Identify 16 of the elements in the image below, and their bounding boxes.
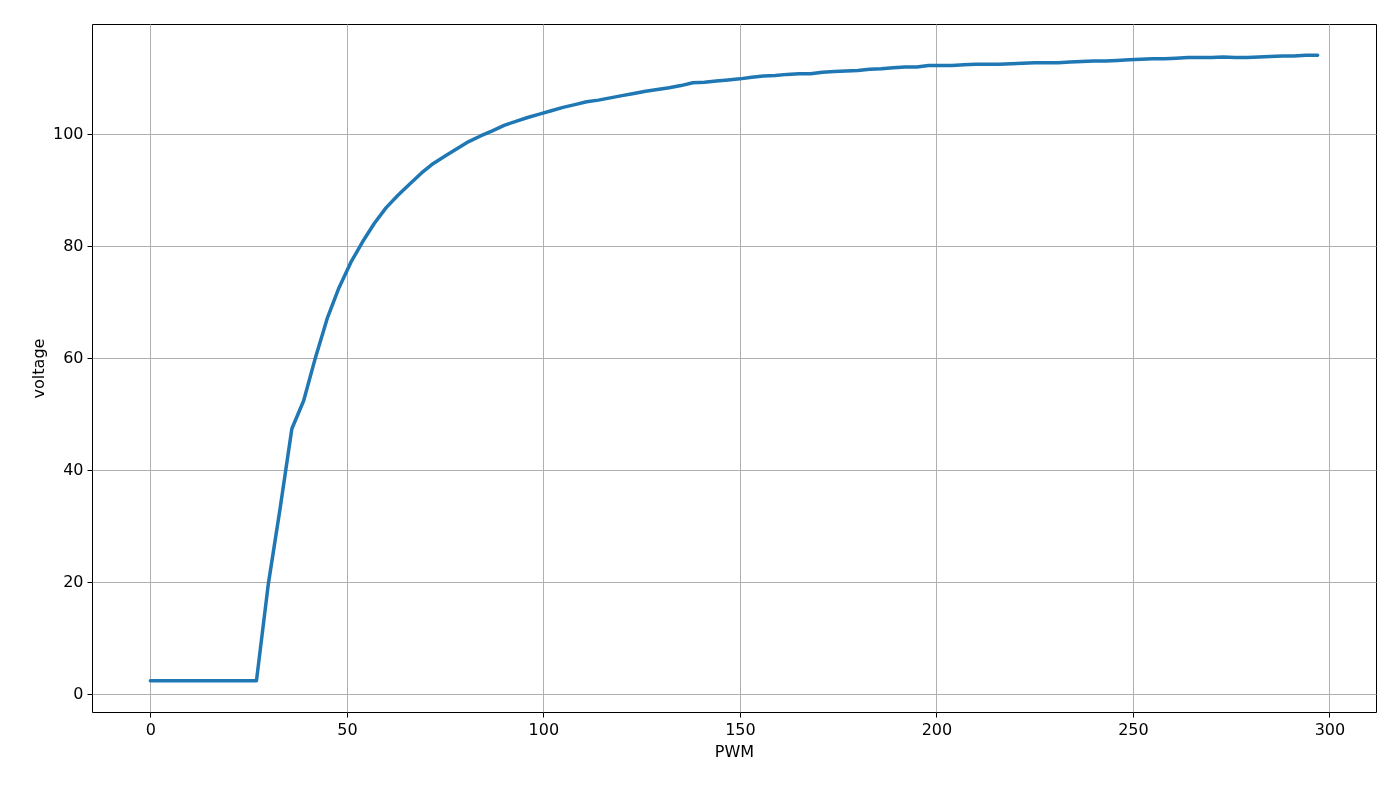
x-tick-label: 100 [528, 719, 560, 739]
y-tick-label: 80 [63, 236, 84, 256]
x-axis-title: PWM [714, 741, 755, 761]
x-tick-label: 150 [725, 719, 756, 739]
line-series [148, 53, 1320, 683]
y-tick-label: 20 [63, 572, 84, 592]
x-tick-label: 250 [1118, 719, 1149, 739]
y-axis-title: voltage [28, 338, 48, 399]
x-tick-label: 0 [145, 719, 156, 739]
x-tick-label: 300 [1314, 719, 1346, 739]
y-tick-label: 60 [63, 348, 84, 368]
y-tick-label: 40 [63, 460, 84, 480]
x-tick-label: 200 [921, 719, 953, 739]
y-tick-label: 100 [52, 124, 84, 144]
x-tick-label: 50 [337, 719, 358, 739]
y-tick-label: 0 [73, 684, 84, 704]
